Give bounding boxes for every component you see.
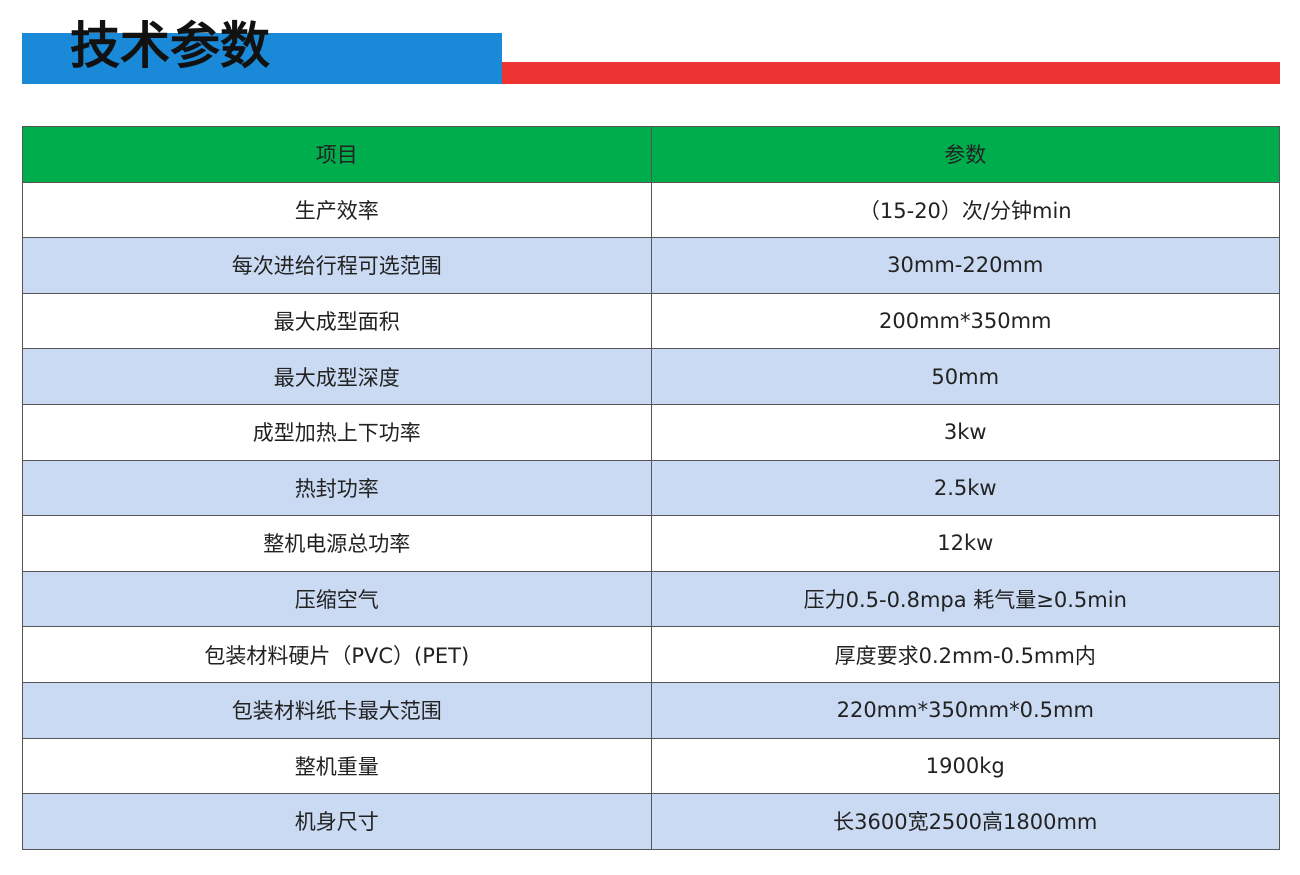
spec-table: 项目 参数 生产效率 （15-20）次/分钟min 每次进给行程可选范围 30mm-220… (22, 126, 1280, 850)
row: 包装材料硬片（PVC）(PET) 厚度要求0.2mm-0.5mm内 (22, 626, 1280, 683)
cell: 50mm (650, 348, 1280, 405)
header-row: 项目 参数 (22, 126, 1280, 183)
cell: 最大成型深度 (22, 348, 652, 405)
cell: 2.5kw (650, 459, 1280, 517)
cell: 生产效率 (22, 181, 652, 239)
cell: 最大成型面积 (22, 292, 652, 350)
row: 机身尺寸 长3600宽2500高1800mm (22, 793, 1280, 850)
cell: 1900kg (650, 737, 1280, 795)
cell: 整机重量 (22, 737, 652, 795)
cell: 3kw (650, 403, 1280, 461)
cell: 包装材料纸卡最大范围 (22, 681, 652, 739)
cell: 压缩空气 (22, 570, 652, 628)
row: 整机重量 1900kg (22, 737, 1280, 795)
cell: 热封功率 (22, 459, 652, 517)
row: 最大成型面积 200mm*350mm (22, 292, 1280, 350)
cell: 30mm-220mm (650, 237, 1280, 294)
cell: 长3600宽2500高1800mm (650, 793, 1280, 850)
row: 压缩空气 压力0.5-0.8mpa 耗气量≥0.5min (22, 570, 1280, 628)
cell: 整机电源总功率 (22, 515, 652, 572)
title: 技术参数 (70, 17, 270, 75)
row: 成型加热上下功率 3kw (22, 403, 1280, 461)
row: 热封功率 2.5kw (22, 459, 1280, 517)
cell: 压力0.5-0.8mpa 耗气量≥0.5min (650, 570, 1280, 628)
row: 每次进给行程可选范围 30mm-220mm (22, 237, 1280, 294)
cell: 包装材料硬片（PVC）(PET) (22, 626, 652, 683)
cell: （15-20）次/分钟min (650, 181, 1280, 239)
cell: 厚度要求0.2mm-0.5mm内 (650, 626, 1280, 683)
row: 生产效率 （15-20）次/分钟min (22, 181, 1280, 239)
row: 最大成型深度 50mm (22, 348, 1280, 405)
cell: 每次进给行程可选范围 (22, 237, 652, 294)
row: 整机电源总功率 12kw (22, 515, 1280, 572)
cell: 机身尺寸 (22, 793, 652, 850)
column-header: 项目 (22, 126, 652, 183)
title-bar-blue (22, 33, 502, 84)
cell: 12kw (650, 515, 1280, 572)
row: 包装材料纸卡最大范围 220mm*350mm*0.5mm (22, 681, 1280, 739)
cell: 220mm*350mm*0.5mm (650, 681, 1280, 739)
title-bar-red (502, 62, 1280, 84)
cell: 成型加热上下功率 (22, 403, 652, 461)
cell: 200mm*350mm (650, 292, 1280, 350)
column-header: 参数 (650, 126, 1280, 183)
